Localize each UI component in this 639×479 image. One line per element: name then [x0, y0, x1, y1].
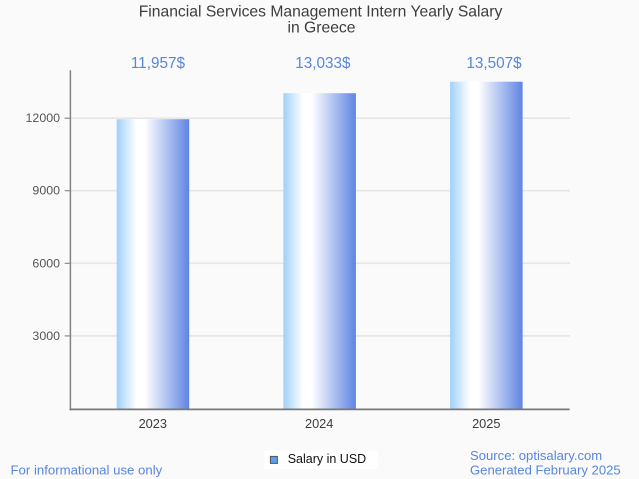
svg-text:13,507$: 13,507$: [466, 55, 522, 72]
svg-text:9000: 9000: [32, 184, 60, 198]
svg-text:in Greece: in Greece: [287, 19, 355, 36]
svg-text:Financial Services Management: Financial Services Management Intern Yea…: [139, 4, 503, 21]
svg-text:2024: 2024: [305, 416, 333, 431]
svg-text:Generated February 2025: Generated February 2025: [470, 462, 621, 477]
svg-text:2025: 2025: [472, 416, 500, 431]
svg-text:Salary in USD: Salary in USD: [288, 452, 367, 466]
svg-text:For informational use only: For informational use only: [11, 462, 163, 477]
svg-text:2023: 2023: [139, 416, 167, 431]
svg-text:Source: optisalary.com: Source: optisalary.com: [470, 448, 602, 463]
svg-text:6000: 6000: [32, 256, 60, 270]
svg-text:13,033$: 13,033$: [295, 55, 351, 72]
svg-text:3000: 3000: [32, 329, 60, 343]
svg-text:12000: 12000: [26, 111, 61, 125]
svg-text:11,957$: 11,957$: [131, 55, 186, 72]
